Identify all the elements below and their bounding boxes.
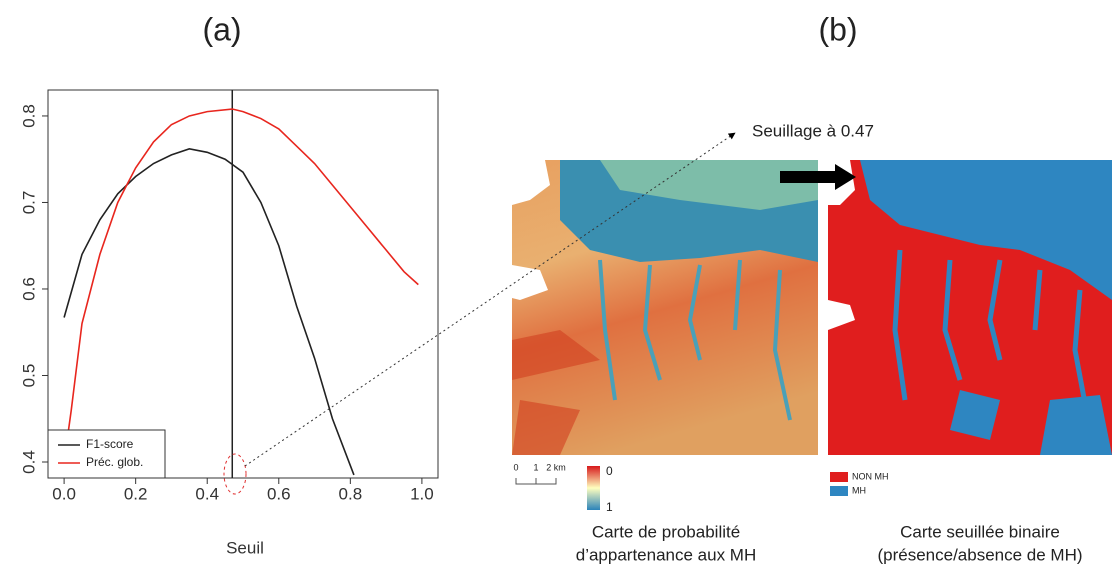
legend-label: Préc. glob. [86, 455, 143, 469]
caption: d’appartenance aux MH [576, 545, 757, 564]
connector [244, 132, 736, 467]
y-tick-label: 0.6 [19, 277, 38, 301]
x-tick-label: 0.2 [124, 484, 148, 503]
colorbar [587, 466, 600, 510]
y-tick-label: 0.5 [19, 364, 38, 388]
caption: Carte de probabilité [592, 522, 740, 541]
y-tick-label: 0.8 [19, 104, 38, 128]
legend-label: F1-score [86, 437, 134, 451]
scale-label: 0 [513, 462, 518, 472]
x-tick-label: 0.0 [52, 484, 76, 503]
probability-map [512, 160, 818, 455]
caption: (présence/absence de MH) [877, 545, 1082, 564]
x-tick-label: 0.8 [339, 484, 363, 503]
colorbar-label: 0 [606, 464, 613, 478]
x-tick-label: 1.0 [410, 484, 434, 503]
y-tick-label: 0.7 [19, 191, 38, 215]
series-line [63, 148, 355, 476]
legend-label: MH [852, 485, 866, 495]
map-legend: NON MH MH [830, 471, 889, 496]
x-axis-label: Seuil [226, 538, 264, 557]
line-chart: 0.0 0.2 0.4 0.6 0.8 1.0 0.4 0.5 0.6 0.7 0.8 Seuil F1… [19, 89, 439, 557]
panel-title: (a) [202, 11, 241, 47]
legend-swatch [830, 472, 848, 482]
x-tick-label: 0.6 [267, 484, 291, 503]
y-tick-label: 0.4 [19, 450, 38, 474]
arrow-head [835, 164, 856, 190]
legend-box [47, 429, 166, 479]
plot-frame [47, 89, 439, 479]
scale-label: 1 [533, 462, 538, 472]
x-tick-label: 0.4 [195, 484, 219, 503]
caption: Carte seuillée binaire [900, 522, 1060, 541]
scale-bar: 0 1 2 km [513, 462, 566, 485]
annotation: Seuillage à 0.47 [752, 121, 874, 140]
binary-map [828, 160, 1112, 455]
panel-title: (b) [818, 11, 857, 47]
scale-label: 2 km [546, 462, 566, 472]
colorbar-label: 1 [606, 500, 613, 514]
legend-swatch [830, 486, 848, 496]
legend-label: NON MH [852, 471, 889, 481]
series-line [63, 108, 419, 463]
threshold-marker [223, 453, 247, 495]
